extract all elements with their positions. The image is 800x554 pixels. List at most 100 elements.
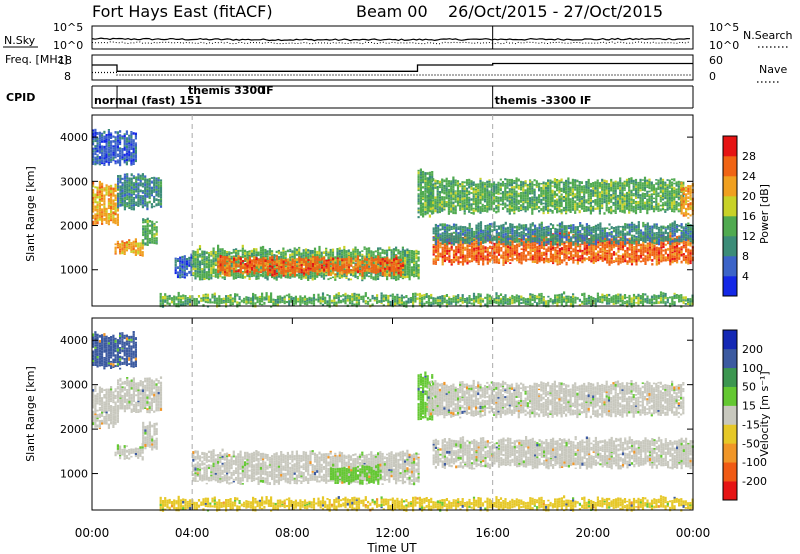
heatmap-cell — [356, 255, 360, 259]
heatmap-cell — [196, 272, 199, 275]
heatmap-cell — [316, 267, 319, 271]
heatmap-cell — [226, 251, 229, 253]
heatmap-cell — [437, 234, 440, 237]
heatmap-cell — [153, 181, 156, 184]
heatmap-cell — [361, 260, 364, 263]
heatmap-cell — [561, 224, 564, 226]
heatmap-cell — [545, 257, 548, 260]
heatmap-cell — [603, 227, 607, 230]
heatmap-cell — [248, 250, 251, 253]
heatmap-cell — [257, 267, 260, 269]
heatmap-cell — [534, 227, 537, 231]
heatmap-cell — [655, 241, 658, 244]
heatmap-cell — [139, 249, 142, 252]
heatmap-cell — [590, 242, 593, 245]
heatmap-cell — [639, 254, 643, 258]
heatmap-cell — [284, 265, 287, 268]
heatmap-cell — [144, 220, 147, 224]
heatmap-cell — [233, 266, 236, 268]
heatmap-cell — [126, 173, 129, 176]
heatmap-cell — [103, 188, 106, 191]
heatmap-cell — [567, 238, 570, 241]
heatmap-cell — [130, 202, 133, 205]
heatmap-cell — [393, 261, 396, 264]
power-heatmap — [92, 128, 694, 308]
heatmap-cell — [313, 247, 317, 251]
heatmap-cell — [352, 272, 355, 276]
heatmap-cell — [257, 275, 260, 278]
heatmap-cell — [381, 265, 384, 267]
heatmap-cell — [311, 255, 315, 258]
heatmap-cell — [404, 259, 407, 263]
heatmap-cell — [94, 128, 97, 132]
heatmap-cell — [664, 243, 667, 246]
heatmap-cell — [531, 225, 534, 227]
heatmap-cell — [534, 240, 537, 244]
heatmap-cell — [214, 273, 217, 276]
heatmap-cell — [384, 263, 387, 267]
heatmap-cell — [368, 267, 371, 270]
heatmap-cell — [269, 256, 272, 259]
heatmap-cell — [101, 185, 104, 189]
heatmap-cell — [316, 272, 319, 276]
heatmap-cell — [316, 250, 319, 254]
heatmap-cell — [201, 273, 204, 276]
heatmap-cell — [680, 225, 683, 229]
heatmap-cell — [660, 235, 663, 237]
heatmap-cell — [230, 268, 233, 272]
heatmap-cell — [244, 252, 247, 255]
heatmap-cell — [354, 255, 357, 257]
heatmap-cell — [132, 247, 135, 251]
heatmap-cell — [181, 267, 184, 270]
heatmap-cell — [259, 249, 262, 252]
heatmap-cell — [567, 234, 570, 237]
heatmap-cell — [473, 252, 476, 256]
heatmap-cell — [612, 238, 616, 241]
heatmap-cell — [477, 234, 480, 237]
heatmap-cell — [105, 219, 108, 221]
heatmap-cell — [298, 264, 301, 267]
heatmap-cell — [305, 270, 308, 274]
heatmap-cell — [554, 253, 557, 256]
heatmap-cell — [448, 256, 451, 260]
heatmap-cell — [615, 242, 618, 246]
heatmap-cell — [673, 223, 676, 225]
heatmap-cell — [624, 259, 627, 263]
heatmap-cell — [466, 256, 469, 259]
heatmap-cell — [516, 229, 519, 232]
heatmap-cell — [176, 259, 180, 262]
heatmap-cell — [146, 220, 149, 223]
heatmap-cell — [311, 277, 314, 281]
heatmap-cell — [110, 184, 113, 188]
heatmap-cell — [314, 270, 317, 273]
heatmap-cell — [264, 268, 267, 271]
heatmap-cell — [436, 198, 439, 200]
heatmap-cell — [305, 269, 308, 271]
heatmap-cell — [461, 237, 465, 240]
heatmap-cell — [486, 232, 489, 235]
heatmap-cell — [125, 133, 128, 135]
heatmap-cell — [619, 241, 622, 245]
heatmap-cell — [119, 164, 122, 167]
heatmap-cell — [107, 153, 110, 156]
heatmap-cell — [287, 261, 290, 264]
heatmap-cell — [372, 251, 375, 254]
heatmap-cell — [543, 257, 546, 260]
heatmap-cell — [103, 164, 106, 166]
heatmap-cell — [516, 234, 519, 237]
heatmap-cell — [678, 224, 681, 227]
heatmap-cell — [121, 197, 124, 201]
heatmap-cell — [336, 248, 339, 251]
heatmap-cell — [678, 254, 681, 258]
heatmap-cell — [585, 236, 588, 240]
heatmap-cell — [475, 257, 478, 260]
heatmap-cell — [443, 254, 446, 257]
heatmap-cell — [644, 235, 647, 239]
heatmap-cell — [633, 238, 636, 242]
heatmap-cell — [341, 261, 344, 265]
heatmap-cell — [554, 259, 557, 263]
heatmap-cell — [107, 199, 110, 203]
heatmap-cell — [266, 274, 269, 278]
heatmap-cell — [644, 234, 647, 236]
heatmap-cell — [372, 261, 375, 265]
